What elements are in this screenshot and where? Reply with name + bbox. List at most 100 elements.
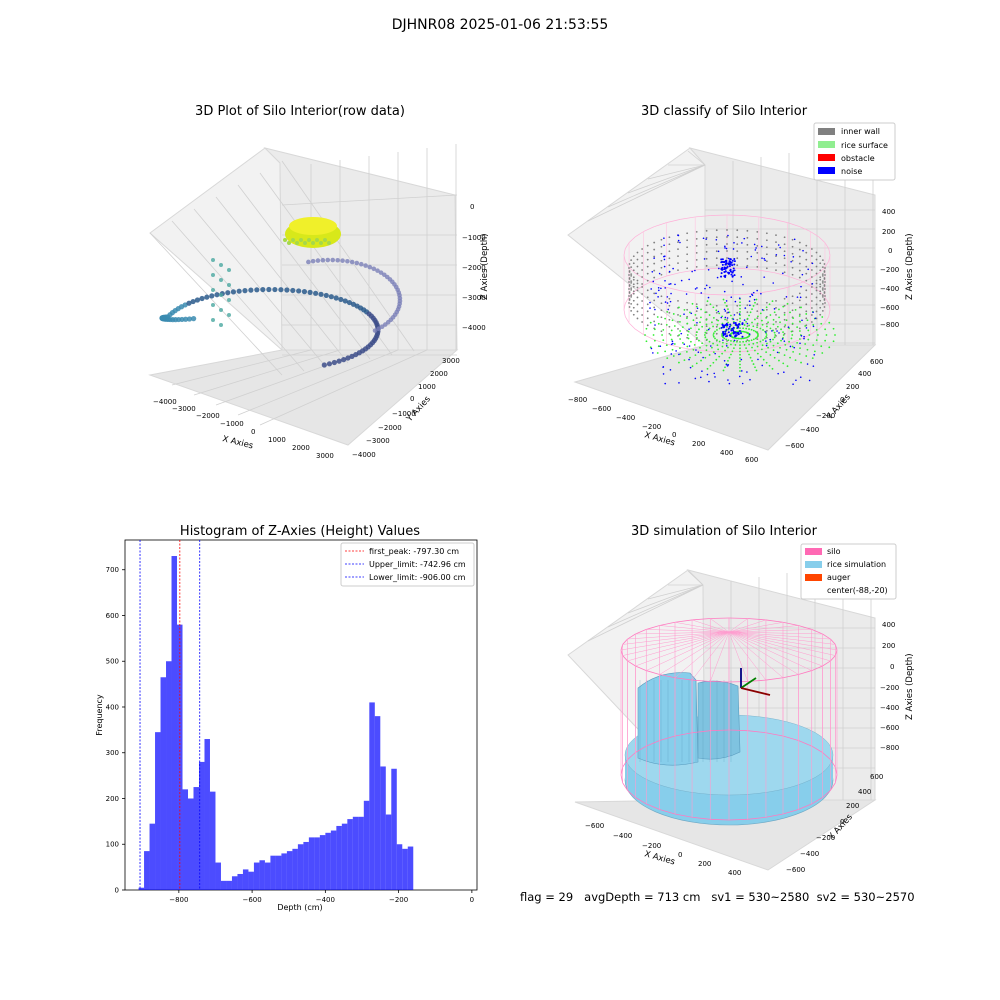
noise-point	[703, 258, 706, 260]
noise-point	[814, 317, 817, 320]
inner-wall-point	[641, 248, 644, 250]
inner-wall-point	[632, 285, 635, 288]
wire-line	[680, 216, 696, 220]
noise-point	[651, 271, 654, 273]
scatter-point	[301, 289, 308, 295]
noise-point	[729, 263, 732, 266]
rice-surface-point	[687, 330, 690, 333]
scatter-point	[345, 258, 350, 264]
hist-bar	[149, 823, 156, 890]
rice-surface-point	[768, 364, 771, 367]
rice-surface-point	[708, 327, 711, 330]
rice-surface-point	[705, 323, 708, 326]
rice-surface-point	[820, 345, 823, 348]
inner-wall-point	[791, 238, 794, 241]
rice-surface-point	[778, 316, 780, 319]
noise-point	[743, 319, 746, 321]
rice-surface-point	[774, 334, 777, 336]
inner-wall-point	[695, 237, 698, 240]
inner-wall-point	[775, 328, 777, 330]
inner-wall-point	[668, 304, 671, 307]
noise-point	[688, 345, 691, 347]
rice-surface-point	[751, 308, 753, 311]
p4-ztick: 0	[890, 663, 894, 671]
rice-surface-point	[679, 347, 681, 350]
rice-surface-point	[764, 337, 766, 340]
rice-surface-point	[727, 359, 729, 362]
inner-wall-point	[823, 298, 826, 300]
noise-point	[675, 350, 677, 352]
noise-point	[688, 278, 690, 281]
inner-wall-point	[660, 295, 663, 298]
noise-point	[726, 335, 729, 338]
noise-point	[720, 316, 723, 319]
inner-wall-point	[628, 302, 630, 304]
noise-point	[708, 286, 711, 289]
hist-bar	[292, 848, 298, 890]
inner-wall-point	[824, 267, 826, 269]
noise-point	[783, 340, 786, 342]
legend-swatch-rice-simulation	[805, 561, 822, 568]
rice-surface-point	[796, 341, 799, 344]
noise-point	[776, 330, 778, 332]
noise-point	[728, 382, 731, 385]
rice-surface-point	[695, 362, 698, 365]
inner-wall-point	[677, 300, 679, 302]
inner-wall-point	[641, 321, 644, 323]
panel1-points	[159, 217, 403, 368]
inner-wall-point	[805, 310, 808, 313]
inner-wall-point	[815, 272, 818, 275]
silo-wire	[622, 638, 628, 645]
hist-bar	[396, 844, 403, 890]
rice-surface-point	[691, 302, 694, 305]
silo-wire	[627, 660, 636, 667]
grid-line	[627, 164, 706, 194]
rice-surface-point	[824, 328, 827, 331]
inner-wall-point	[805, 303, 808, 306]
rice-surface-point	[765, 334, 768, 336]
noise-point	[666, 296, 669, 298]
wire-line	[654, 222, 667, 228]
noise-point	[746, 371, 748, 373]
noise-point	[757, 358, 759, 361]
hist-bar	[314, 837, 320, 890]
noise-point	[777, 244, 780, 246]
inner-wall-point	[705, 311, 708, 314]
rice-surface-point	[743, 337, 746, 340]
noise-point	[696, 307, 699, 310]
rice-surface-point	[783, 313, 786, 316]
p1-xtick: −4000	[153, 398, 177, 406]
noise-point	[720, 258, 723, 261]
inner-wall-point	[736, 229, 739, 232]
noise-point	[761, 309, 764, 311]
scatter-point	[242, 288, 248, 294]
inner-wall-point	[775, 241, 777, 243]
inner-wall-point	[628, 288, 630, 290]
rice-surface-point	[760, 319, 763, 322]
wire-line	[743, 215, 759, 218]
silo-wire	[646, 625, 660, 630]
legend-label: silo	[827, 547, 841, 556]
rice-surface-point	[751, 321, 753, 324]
wire-line	[643, 226, 655, 232]
rice-surface-point	[705, 349, 708, 352]
noise-point	[708, 380, 710, 383]
scatter-point	[372, 328, 378, 333]
inner-wall-point	[695, 251, 698, 254]
noise-point	[660, 287, 662, 290]
hist-bar	[209, 791, 216, 890]
rice-surface-point	[739, 350, 741, 353]
inner-wall-point	[630, 275, 633, 277]
noise-point	[801, 273, 804, 276]
rice-surface-point	[743, 330, 746, 333]
silo-wire	[635, 631, 730, 635]
rice-surface-point	[716, 339, 718, 341]
noise-point	[765, 340, 767, 342]
rice-surface-point	[645, 327, 648, 330]
inner-wall-point	[815, 303, 818, 306]
inner-wall-point	[765, 308, 768, 311]
inner-wall-point	[636, 251, 639, 254]
rice-surface-point	[661, 334, 663, 336]
rice-surface-point	[742, 340, 745, 343]
inner-wall-point	[798, 262, 801, 265]
